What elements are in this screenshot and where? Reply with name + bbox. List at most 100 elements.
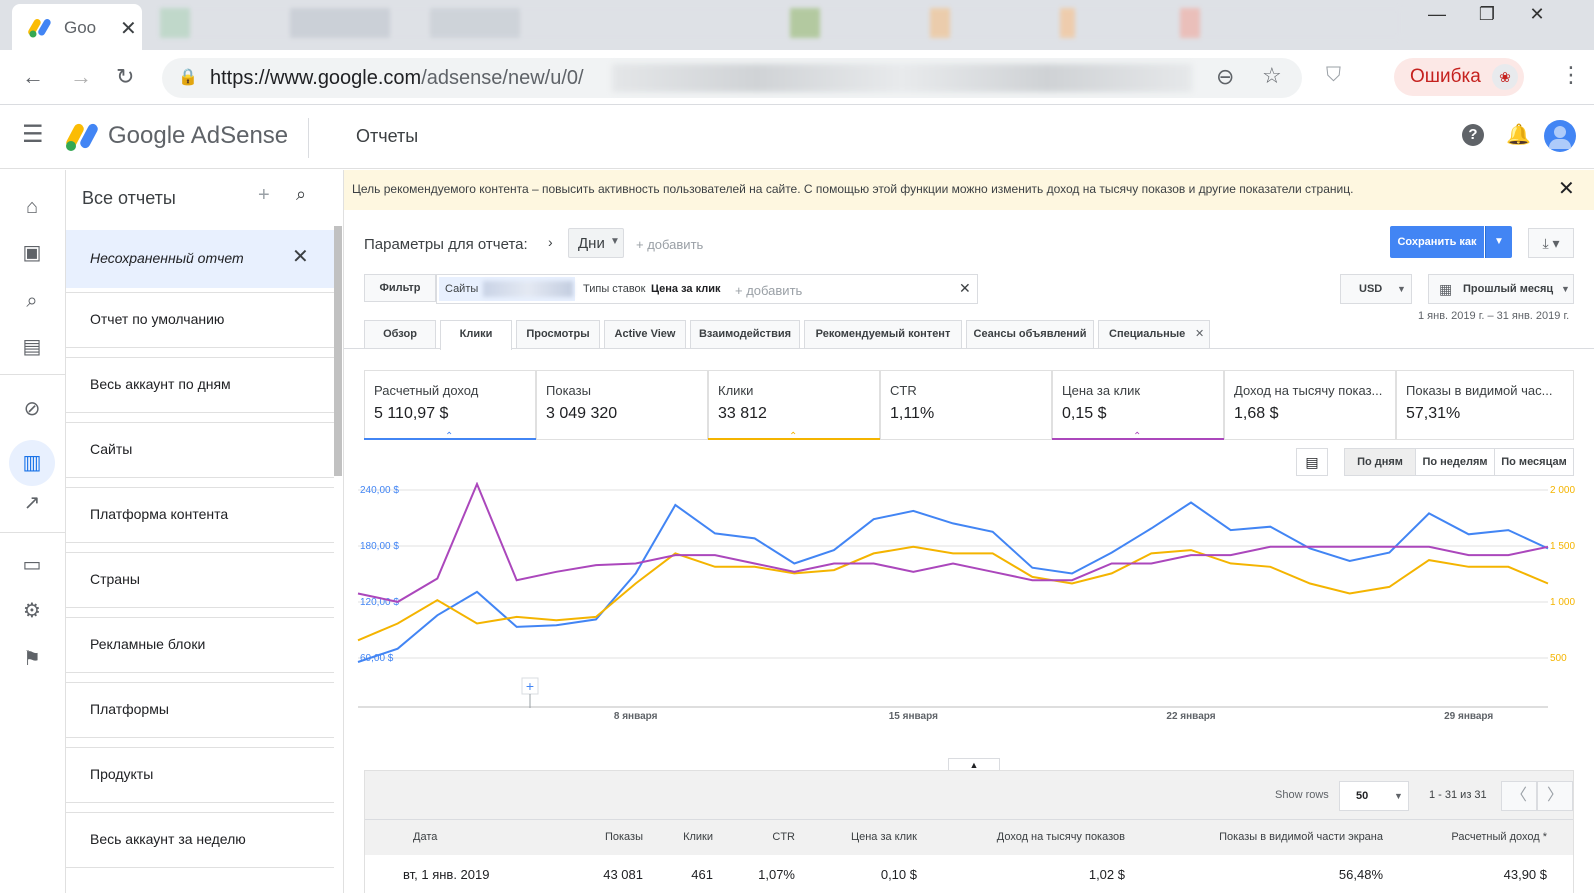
search-reports-icon[interactable]: ⌕ [296, 184, 307, 204]
profile-error-chip[interactable]: Ошибка ❀ [1394, 58, 1524, 96]
filter-sites-chip[interactable]: Сайты [439, 277, 575, 301]
group-by-month-button[interactable]: По месяцам [1494, 448, 1574, 476]
address-bar[interactable]: 🔒 https://www.google.com/adsense/new/u/0… [162, 58, 1302, 98]
ads-icon[interactable]: ▣ [22, 242, 42, 264]
tab-matched-content[interactable]: Рекомендуемый контент [804, 320, 962, 348]
metric-card-rpm[interactable]: Доход на тысячу показ... 1,68 $ [1224, 370, 1396, 440]
rows-per-page-value: 50 [1356, 790, 1369, 802]
content-icon[interactable]: ▤ [22, 336, 42, 358]
forward-icon[interactable]: → [70, 64, 92, 89]
optimization-icon[interactable]: ↗ [23, 492, 41, 514]
metric-name: Доход на тысячу показ... [1234, 383, 1383, 398]
x-tick-label: 8 января [614, 711, 658, 722]
account-avatar-icon[interactable] [1544, 120, 1576, 152]
report-item-ad-units[interactable]: Рекламные блоки [66, 617, 334, 673]
col-header-ctr[interactable]: CTR [772, 831, 795, 843]
close-unsaved-icon[interactable]: ✕ [292, 246, 309, 268]
filter-sites-label: Сайты [445, 283, 479, 295]
save-as-button[interactable]: Сохранить как [1390, 226, 1484, 258]
tab-views[interactable]: Просмотры [516, 320, 600, 348]
metric-card-clicks[interactable]: Клики 33 812 ⌃ [708, 370, 880, 442]
group-by-week-button[interactable]: По неделям [1415, 448, 1495, 476]
rows-per-page-select[interactable]: 50 ▼ [1339, 781, 1409, 811]
notifications-bell-icon[interactable]: 🔔 [1506, 124, 1531, 146]
metric-card-impressions[interactable]: Показы 3 049 320 [536, 370, 708, 440]
tab-active-view[interactable]: Active View [604, 320, 686, 348]
report-item-default[interactable]: Отчет по умолчанию [66, 292, 334, 348]
filter-add-link[interactable]: + добавить [735, 283, 803, 298]
annotations-icon[interactable]: ▤ [1296, 448, 1328, 476]
report-item-account-by-week[interactable]: Весь аккаунт за неделю [66, 812, 334, 868]
clear-filter-icon[interactable]: ✕ [959, 280, 971, 296]
close-tab-icon[interactable]: ✕ [1195, 328, 1205, 340]
col-header-cpc[interactable]: Цена за клик [850, 831, 917, 843]
block-controls-icon[interactable]: ⊘ [23, 398, 41, 420]
metric-card-ctr[interactable]: CTR 1,11% [880, 370, 1052, 440]
prev-page-icon[interactable]: 〈 [1501, 781, 1537, 811]
report-item-countries[interactable]: Страны [66, 552, 334, 608]
metric-name: Показы [546, 383, 591, 398]
reports-icon[interactable]: ▥ [9, 440, 55, 486]
metric-card-viewable[interactable]: Показы в видимой час... 57,31% [1396, 370, 1574, 440]
home-icon[interactable]: ⌂ [25, 196, 39, 218]
col-header-revenue[interactable]: Расчетный доход * [1451, 831, 1547, 843]
report-item-platforms[interactable]: Платформы [66, 682, 334, 738]
hamburger-menu-icon[interactable]: ☰ [22, 121, 44, 148]
close-window-button[interactable]: ✕ [1529, 4, 1545, 24]
dimension-chip[interactable]: Дни ▼ [568, 228, 624, 258]
minimize-button[interactable]: — [1428, 4, 1446, 24]
col-header-viewable[interactable]: Показы в видимой части экрана [1219, 831, 1383, 843]
report-table: Show rows 50 ▼ 1 - 31 из 31 〈 〉 Дата Пок… [364, 770, 1574, 893]
col-header-impressions[interactable]: Показы [604, 831, 643, 843]
add-report-icon[interactable]: + [258, 184, 270, 206]
payments-icon[interactable]: ▭ [22, 554, 42, 576]
save-as-dropdown-icon[interactable]: ▼ [1485, 226, 1512, 258]
tab-custom[interactable]: Специальные ✕ [1098, 320, 1210, 348]
zoom-icon[interactable]: ⊖ [1216, 64, 1235, 89]
metric-name: CTR [890, 383, 917, 398]
col-header-rpm[interactable]: Доход на тысячу показов [996, 831, 1125, 843]
add-dimension-link[interactable]: + добавить [636, 237, 704, 252]
feedback-icon[interactable]: ⚑ [23, 648, 41, 670]
bookmark-star-icon[interactable]: ☆ [1262, 63, 1282, 88]
filter-button[interactable]: Фильтр [364, 274, 436, 302]
help-icon[interactable]: ? [1462, 124, 1484, 146]
back-icon[interactable]: ← [22, 64, 44, 89]
download-icon[interactable]: ⤓ ▾ [1528, 228, 1574, 258]
browser-menu-icon[interactable]: ⋮ [1560, 62, 1582, 87]
extension-shield-icon[interactable]: ⛉ [1326, 64, 1341, 86]
close-banner-icon[interactable]: ✕ [1558, 178, 1575, 200]
col-header-clicks[interactable]: Клики [683, 831, 713, 843]
next-page-icon[interactable]: 〉 [1537, 781, 1573, 811]
tab-title: Goo [64, 18, 97, 37]
browser-titlebar: Goo ✕ — ❐ ✕ [0, 0, 1594, 50]
settings-gear-icon[interactable]: ⚙ [23, 600, 41, 622]
restore-button[interactable]: ❐ [1478, 4, 1496, 24]
filter-bar[interactable]: Сайты Типы ставок Цена за клик + добавит… [436, 274, 978, 304]
group-by-day-button[interactable]: По дням [1344, 448, 1416, 476]
tab-close-icon[interactable]: ✕ [120, 18, 137, 40]
sites-search-icon[interactable]: ⌕ [26, 290, 38, 312]
metric-card-cpc[interactable]: Цена за клик 0,15 $ ⌃ [1052, 370, 1224, 442]
collapse-chart-icon[interactable]: ▲ [948, 758, 1000, 772]
tab-overview[interactable]: Обзор [364, 320, 436, 348]
metric-card-revenue[interactable]: Расчетный доход 5 110,97 $ ⌃ [364, 370, 536, 442]
unsaved-report-item[interactable]: Несохраненный отчет ✕ [66, 230, 334, 288]
table-row[interactable] [365, 855, 1573, 893]
currency-select[interactable]: USD ▼ [1340, 274, 1412, 304]
reports-scrollbar[interactable] [334, 226, 342, 476]
y-right-tick-label: 1 000 [1550, 597, 1575, 608]
col-header-date[interactable]: Дата [413, 831, 438, 843]
add-annotation-marker[interactable]: + [521, 677, 539, 708]
report-item-products[interactable]: Продукты [66, 747, 334, 803]
tab-ad-sessions[interactable]: Сеансы объявлений [966, 320, 1094, 348]
period-select[interactable]: ▦ Прошлый месяц ▼ [1428, 274, 1574, 304]
adsense-favicon-icon [28, 18, 51, 38]
report-item-sites[interactable]: Сайты [66, 422, 334, 478]
tab-clicks[interactable]: Клики [440, 320, 512, 350]
browser-tab[interactable]: Goo ✕ [12, 4, 142, 50]
report-item-content-platform[interactable]: Платформа контента [66, 487, 334, 543]
tab-interactions[interactable]: Взаимодействия [690, 320, 800, 348]
report-item-account-by-day[interactable]: Весь аккаунт по дням [66, 357, 334, 413]
reload-icon[interactable]: ↻ [116, 64, 135, 89]
